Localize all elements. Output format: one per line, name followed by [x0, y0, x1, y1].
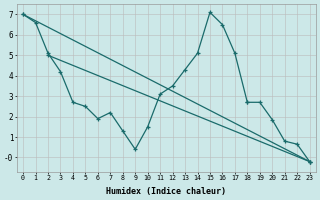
X-axis label: Humidex (Indice chaleur): Humidex (Indice chaleur): [106, 187, 226, 196]
